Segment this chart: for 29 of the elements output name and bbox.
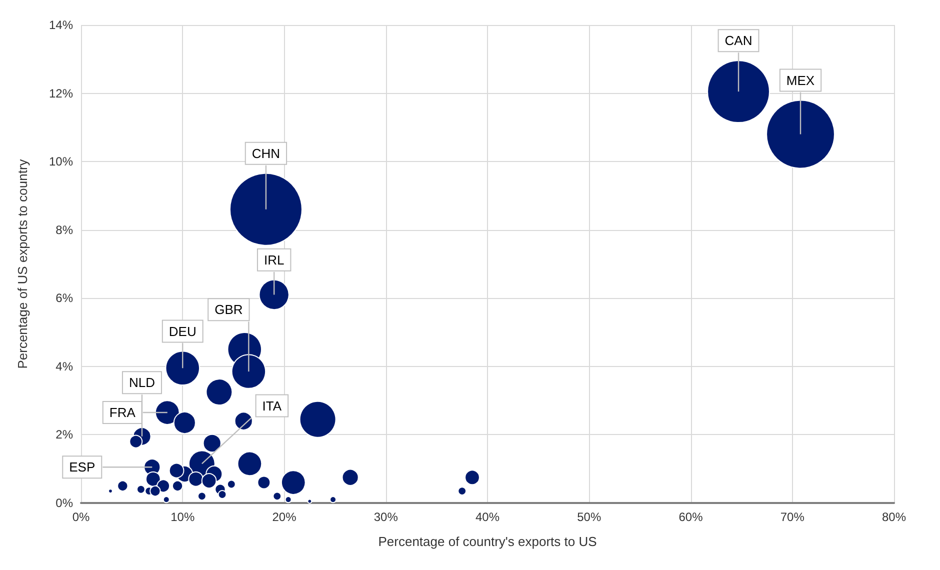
x-tick-label: 60%	[678, 510, 704, 524]
annotation: ESP	[69, 460, 96, 475]
annotation: DEU	[168, 324, 196, 339]
x-tick-label: 80%	[882, 510, 906, 524]
annotation: FRA	[109, 405, 136, 420]
x-tick-label: 70%	[780, 510, 805, 524]
x-tick-label: 40%	[475, 510, 500, 524]
annotation: CHN	[252, 146, 280, 161]
x-tick-label: 10%	[170, 510, 195, 524]
y-tick-label: 8%	[56, 222, 74, 237]
y-tick-label: 12%	[48, 86, 74, 100]
y-tick-label: 2%	[56, 428, 74, 442]
x-tick-label: 20%	[272, 510, 297, 524]
y-tick-label: 14%	[48, 18, 74, 32]
x-tick-label: 30%	[374, 510, 398, 524]
annotation: ITA	[262, 398, 282, 414]
y-tick-label: 0%	[56, 496, 74, 510]
y-tick-label: 4%	[56, 359, 74, 374]
y-tick-label: 10%	[48, 154, 74, 169]
y-tick-label: 6%	[56, 291, 74, 306]
x-axis-title: Percentage of country's exports to US	[378, 534, 598, 549]
annotation: CAN	[724, 33, 752, 48]
annotation: NLD	[128, 375, 155, 390]
annotation: GBR	[214, 302, 243, 318]
annotation: IRL	[264, 252, 284, 268]
x-tick-label: 0%	[72, 510, 90, 524]
y-axis-title: Percentage of US exports to country	[15, 158, 30, 369]
annotation: MEX	[786, 72, 815, 88]
x-tick-label: 50%	[577, 510, 602, 524]
